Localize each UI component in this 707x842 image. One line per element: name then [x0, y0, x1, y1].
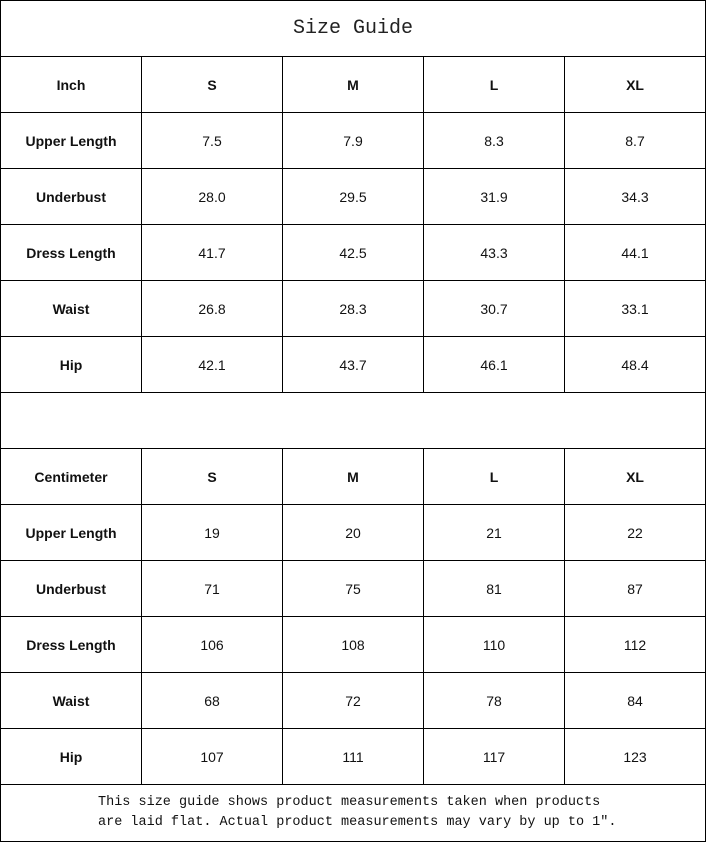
measurement-cell: 117 — [423, 728, 565, 785]
footer-note: This size guide shows product measuremen… — [0, 784, 707, 842]
measurement-cell: 43.7 — [282, 336, 424, 393]
table-row: Upper Length 19 20 21 22 — [0, 504, 707, 561]
measurement-cell: 44.1 — [563, 224, 707, 281]
table-row: Hip 42.1 43.7 46.1 48.4 — [0, 336, 707, 393]
size-header-l: L — [423, 56, 565, 113]
measurement-cell: 34.3 — [563, 168, 707, 225]
measurement-cell: 112 — [563, 616, 707, 673]
measurement-cell: 106 — [141, 616, 283, 673]
unit-label: Centimeter — [0, 448, 142, 505]
measurement-cell: 22 — [563, 504, 707, 561]
row-label: Dress Length — [0, 224, 142, 281]
table-row: Waist 68 72 78 84 — [0, 672, 707, 729]
measurement-cell: 107 — [141, 728, 283, 785]
measurement-cell: 8.7 — [563, 112, 707, 169]
row-label: Upper Length — [0, 112, 142, 169]
row-label: Upper Length — [0, 504, 142, 561]
measurement-cell: 28.0 — [141, 168, 283, 225]
measurement-cell: 21 — [423, 504, 565, 561]
row-label: Waist — [0, 672, 142, 729]
measurement-cell: 29.5 — [282, 168, 424, 225]
table-row: Dress Length 41.7 42.5 43.3 44.1 — [0, 224, 707, 281]
table-row: Upper Length 7.5 7.9 8.3 8.7 — [0, 112, 707, 169]
measurement-cell: 19 — [141, 504, 283, 561]
size-header-xl: XL — [563, 448, 707, 505]
measurement-cell: 8.3 — [423, 112, 565, 169]
centimeter-header-row: Centimeter S M L XL — [0, 448, 707, 505]
measurement-cell: 31.9 — [423, 168, 565, 225]
size-header-m: M — [282, 448, 424, 505]
measurement-cell: 111 — [282, 728, 424, 785]
spacer-row — [0, 392, 707, 449]
title-row: Size Guide — [0, 0, 707, 57]
measurement-cell: 87 — [563, 560, 707, 617]
measurement-cell: 42.1 — [141, 336, 283, 393]
measurement-cell: 28.3 — [282, 280, 424, 337]
measurement-cell: 30.7 — [423, 280, 565, 337]
measurement-cell: 72 — [282, 672, 424, 729]
measurement-cell: 108 — [282, 616, 424, 673]
row-label: Underbust — [0, 560, 142, 617]
measurement-cell: 71 — [141, 560, 283, 617]
measurement-cell: 123 — [563, 728, 707, 785]
size-header-l: L — [423, 448, 565, 505]
size-header-s: S — [141, 56, 283, 113]
measurement-cell: 43.3 — [423, 224, 565, 281]
row-label: Hip — [0, 728, 142, 785]
size-header-m: M — [282, 56, 424, 113]
table-row: Underbust 71 75 81 87 — [0, 560, 707, 617]
size-header-xl: XL — [563, 56, 707, 113]
page-title: Size Guide — [0, 0, 707, 57]
measurement-cell: 75 — [282, 560, 424, 617]
row-label: Waist — [0, 280, 142, 337]
footer-note-line1: This size guide shows product measuremen… — [98, 795, 601, 810]
measurement-cell: 26.8 — [141, 280, 283, 337]
table-row: Waist 26.8 28.3 30.7 33.1 — [0, 280, 707, 337]
footer-row: This size guide shows product measuremen… — [0, 784, 707, 842]
measurement-cell: 68 — [141, 672, 283, 729]
measurement-cell: 110 — [423, 616, 565, 673]
measurement-cell: 7.9 — [282, 112, 424, 169]
measurement-cell: 48.4 — [563, 336, 707, 393]
row-label: Dress Length — [0, 616, 142, 673]
measurement-cell: 42.5 — [282, 224, 424, 281]
measurement-cell: 33.1 — [563, 280, 707, 337]
table-row: Hip 107 111 117 123 — [0, 728, 707, 785]
row-label: Hip — [0, 336, 142, 393]
table-row: Underbust 28.0 29.5 31.9 34.3 — [0, 168, 707, 225]
measurement-cell: 78 — [423, 672, 565, 729]
spacer-cell — [0, 392, 707, 449]
measurement-cell: 84 — [563, 672, 707, 729]
size-header-s: S — [141, 448, 283, 505]
measurement-cell: 7.5 — [141, 112, 283, 169]
footer-note-line2: are laid flat. Actual product measuremen… — [98, 815, 617, 830]
measurement-cell: 20 — [282, 504, 424, 561]
inch-header-row: Inch S M L XL — [0, 56, 707, 113]
measurement-cell: 46.1 — [423, 336, 565, 393]
measurement-cell: 81 — [423, 560, 565, 617]
unit-label: Inch — [0, 56, 142, 113]
measurement-cell: 41.7 — [141, 224, 283, 281]
table-row: Dress Length 106 108 110 112 — [0, 616, 707, 673]
row-label: Underbust — [0, 168, 142, 225]
